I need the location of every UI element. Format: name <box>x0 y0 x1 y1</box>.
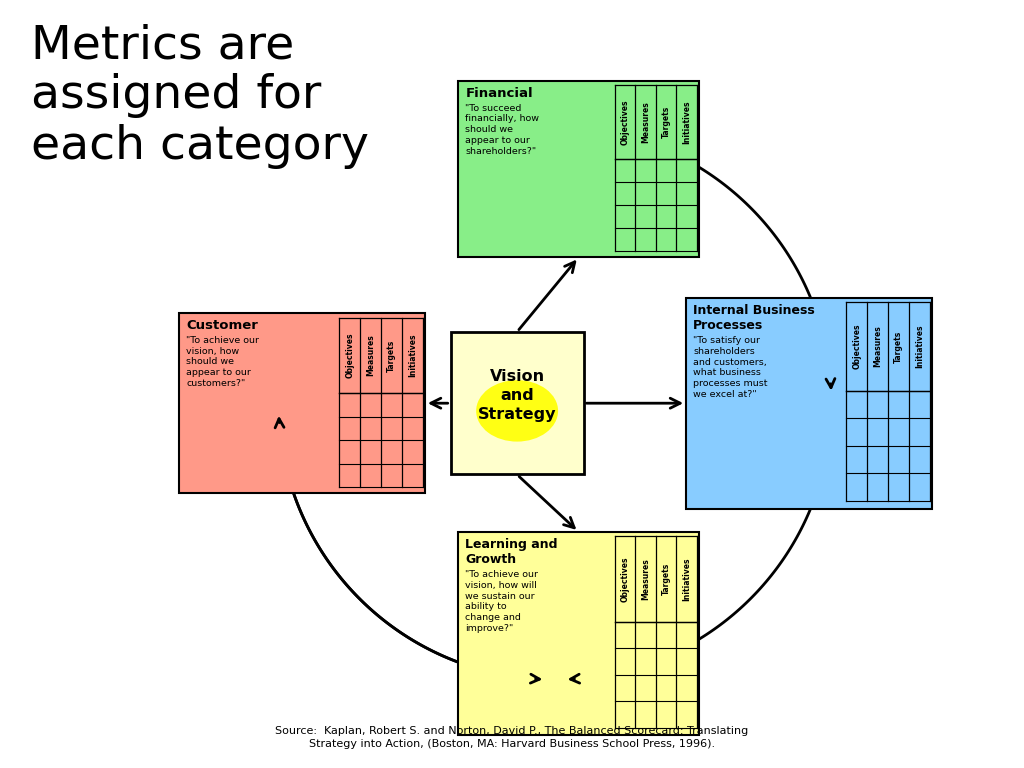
Text: Vision
and
Strategy: Vision and Strategy <box>478 369 556 422</box>
Text: Customer: Customer <box>186 319 258 332</box>
Text: Targets: Targets <box>894 330 903 362</box>
Text: "To achieve our
vision, how
should we
appear to our
customers?": "To achieve our vision, how should we ap… <box>186 336 259 388</box>
Text: Measures: Measures <box>367 335 375 376</box>
Text: Source:  Kaplan, Robert S. and Norton, David P., The Balanced Scorecard: Transla: Source: Kaplan, Robert S. and Norton, Da… <box>275 726 749 749</box>
Text: Objectives: Objectives <box>345 333 354 378</box>
Text: Internal Business
Processes: Internal Business Processes <box>693 303 815 332</box>
FancyBboxPatch shape <box>451 333 584 475</box>
Text: Objectives: Objectives <box>621 100 630 145</box>
Text: Initiatives: Initiatives <box>408 334 417 377</box>
Text: Metrics are
assigned for
each category: Metrics are assigned for each category <box>31 23 369 168</box>
Text: Financial: Financial <box>465 87 534 100</box>
Text: "To satisfy our
shareholders
and customers,
what business
processes must
we exce: "To satisfy our shareholders and custome… <box>693 336 768 399</box>
Text: Measures: Measures <box>641 558 650 600</box>
Text: Initiatives: Initiatives <box>914 325 924 369</box>
FancyBboxPatch shape <box>458 531 698 736</box>
Text: Targets: Targets <box>662 563 671 595</box>
Text: Objectives: Objectives <box>852 324 861 369</box>
Text: Measures: Measures <box>873 326 882 367</box>
Text: Objectives: Objectives <box>621 557 630 602</box>
Text: "To succeed
financially, how
should we
appear to our
shareholders?": "To succeed financially, how should we a… <box>465 104 540 156</box>
FancyBboxPatch shape <box>686 297 932 509</box>
Text: Initiatives: Initiatives <box>682 558 691 601</box>
FancyBboxPatch shape <box>179 313 425 494</box>
Circle shape <box>476 380 558 442</box>
FancyBboxPatch shape <box>458 81 698 257</box>
Text: "To achieve our
vision, how will
we sustain our
ability to
change and
improve?": "To achieve our vision, how will we sust… <box>465 570 539 633</box>
Text: Measures: Measures <box>641 101 650 143</box>
Text: Targets: Targets <box>387 339 396 372</box>
Text: Initiatives: Initiatives <box>682 101 691 144</box>
Text: Learning and
Growth: Learning and Growth <box>465 538 558 566</box>
Text: Targets: Targets <box>662 106 671 138</box>
